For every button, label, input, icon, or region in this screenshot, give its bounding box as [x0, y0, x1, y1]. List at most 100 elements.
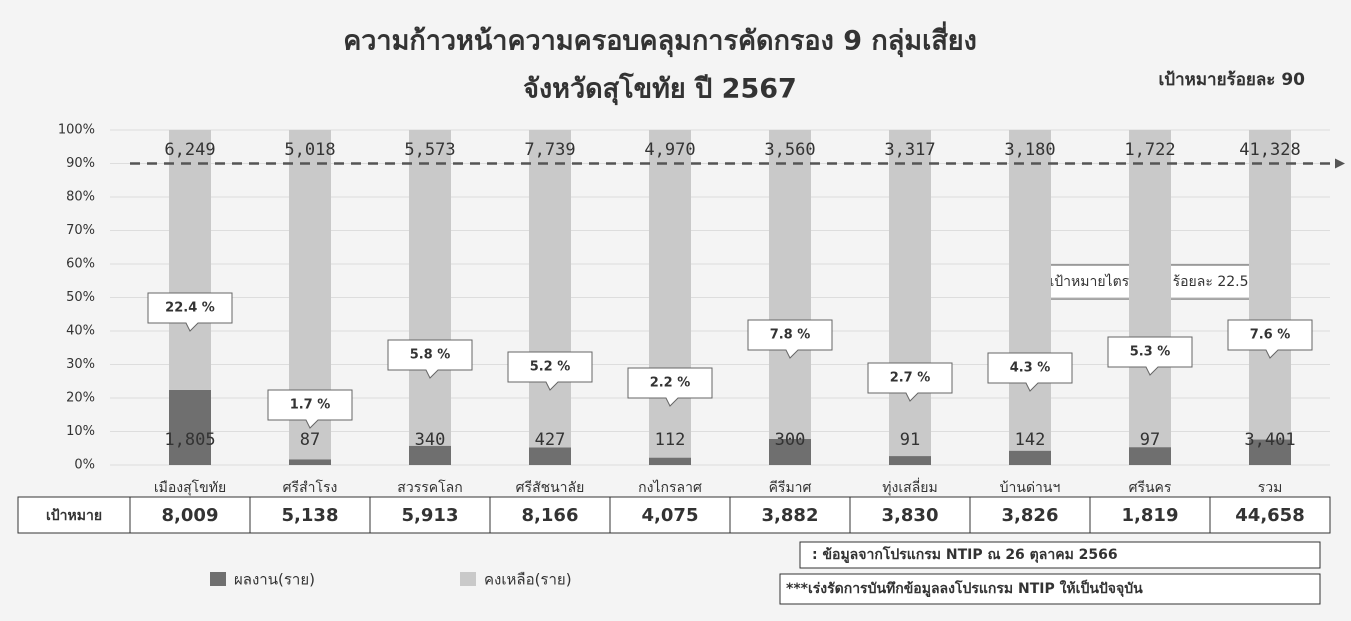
bar-segment	[1249, 439, 1291, 465]
bar-segment	[1129, 447, 1171, 465]
table-cell	[849, 496, 971, 534]
table-cell	[489, 496, 611, 534]
y-tick-label: 60%	[66, 257, 95, 272]
x-tick-label: คีรีมาศ	[769, 480, 812, 496]
value-label: 5,018	[284, 140, 335, 160]
callout-box	[987, 352, 1073, 392]
bar-segment	[529, 130, 571, 448]
target-value: 3,882	[762, 505, 819, 526]
value-label: 3,560	[764, 140, 815, 160]
table-cell	[17, 496, 131, 534]
value-label: 3,401	[1244, 430, 1295, 450]
bar-segment	[1249, 130, 1291, 440]
source-note: : ข้อมูลจากโปรแกรม NTIP ณ 26 ตุลาคม 2566	[812, 545, 1118, 563]
callout-box	[387, 339, 473, 379]
value-label: 112	[655, 430, 686, 450]
x-tick-label: บ้านด่านฯ	[1000, 480, 1061, 496]
bar-segment	[1009, 450, 1051, 465]
table-cell	[369, 496, 491, 534]
value-label: 3,180	[1004, 140, 1055, 160]
bar-segment	[409, 445, 451, 465]
y-tick-label: 90%	[66, 156, 95, 171]
coverage-label: 7.8 %	[770, 328, 811, 343]
coverage-label: 22.4 %	[165, 301, 215, 316]
coverage-label: 1.7 %	[290, 398, 331, 413]
y-tick-label: 100%	[58, 123, 95, 138]
bar-segment	[889, 130, 931, 457]
x-tick-label: กงไกรลาศ	[638, 479, 702, 496]
x-tick-label: ศรีสำโรง	[283, 479, 338, 496]
target-value: 1,819	[1122, 505, 1179, 526]
value-label: 300	[775, 430, 806, 450]
value-label: 97	[1140, 430, 1160, 450]
value-label: 41,328	[1239, 140, 1300, 160]
bar-segment	[889, 456, 931, 465]
value-label: 87	[300, 430, 320, 450]
y-tick-label: 50%	[66, 290, 95, 305]
value-label: 1,805	[164, 430, 215, 450]
table-cell	[1209, 496, 1331, 534]
callout-box	[627, 367, 713, 407]
x-tick-label: ศรีนคร	[1129, 480, 1172, 496]
table-cell	[1089, 496, 1211, 534]
bar-segment	[649, 457, 691, 465]
x-tick-label: ทุ่งเสลี่ยม	[882, 478, 937, 496]
x-tick-label: สวรรคโลก	[397, 479, 462, 496]
callout-box	[267, 389, 353, 429]
callout-box	[1227, 319, 1313, 359]
value-label: 4,970	[644, 140, 695, 160]
bar-segment	[169, 130, 211, 390]
coverage-label: 5.2 %	[530, 360, 571, 375]
value-label: 5,573	[404, 140, 455, 160]
callout-box	[747, 319, 833, 359]
value-label: 3,317	[884, 140, 935, 160]
coverage-label: 7.6 %	[1250, 328, 1291, 343]
table-cell	[729, 496, 851, 534]
bar-segment	[769, 130, 811, 439]
x-tick-label: เมืองสุโขทัย	[154, 479, 226, 496]
x-tick-label: ศรีสัชนาลัย	[516, 480, 585, 496]
legend-swatch	[210, 572, 226, 586]
y-tick-label: 70%	[66, 223, 95, 238]
coverage-label: 2.7 %	[890, 371, 931, 386]
value-label: 427	[535, 430, 566, 450]
target-value: 8,009	[162, 505, 219, 526]
callout-box	[147, 292, 233, 332]
urge-note: ***เร่งรัดการบันทึกข้อมูลลงโปรแกรม NTIP …	[786, 579, 1143, 597]
target-value: 44,658	[1235, 505, 1304, 526]
bar-segment	[169, 389, 211, 465]
bar-segment	[289, 459, 331, 465]
chart-subtitle: จังหวัดสุโขทัย ปี 2567	[523, 72, 797, 106]
target-value: 4,075	[642, 505, 699, 526]
target-value: 5,138	[282, 505, 339, 526]
value-label: 340	[415, 430, 446, 450]
y-tick-label: 30%	[66, 357, 95, 372]
target-arrow	[1335, 158, 1345, 169]
value-label: 91	[900, 430, 920, 450]
table-cell	[609, 496, 731, 534]
coverage-label: 5.3 %	[1130, 345, 1171, 360]
urge-box	[779, 573, 1321, 605]
value-label: 1,722	[1124, 140, 1175, 160]
target-note: เป้าหมายร้อยละ 90	[1159, 70, 1306, 90]
callout-box	[867, 362, 953, 402]
bar-segment	[1009, 130, 1051, 451]
target-value: 8,166	[522, 505, 579, 526]
x-tick-label: รวม	[1258, 480, 1283, 496]
bar-segment	[1129, 130, 1171, 448]
bar-segment	[649, 130, 691, 458]
coverage-label: 5.8 %	[410, 348, 451, 363]
coverage-label: 4.3 %	[1010, 361, 1051, 376]
y-tick-label: 0%	[74, 458, 95, 473]
target-value: 3,830	[882, 505, 939, 526]
legend-swatch	[460, 572, 476, 586]
value-label: 6,249	[164, 140, 215, 160]
value-label: 7,739	[524, 140, 575, 160]
coverage-label: 2.2 %	[650, 376, 691, 391]
y-tick-label: 80%	[66, 190, 95, 205]
callout-box	[1107, 336, 1193, 376]
legend-label: ผลงาน(ราย)	[234, 571, 315, 589]
bar-segment	[769, 438, 811, 465]
legend-label: คงเหลือ(ราย)	[484, 571, 572, 589]
